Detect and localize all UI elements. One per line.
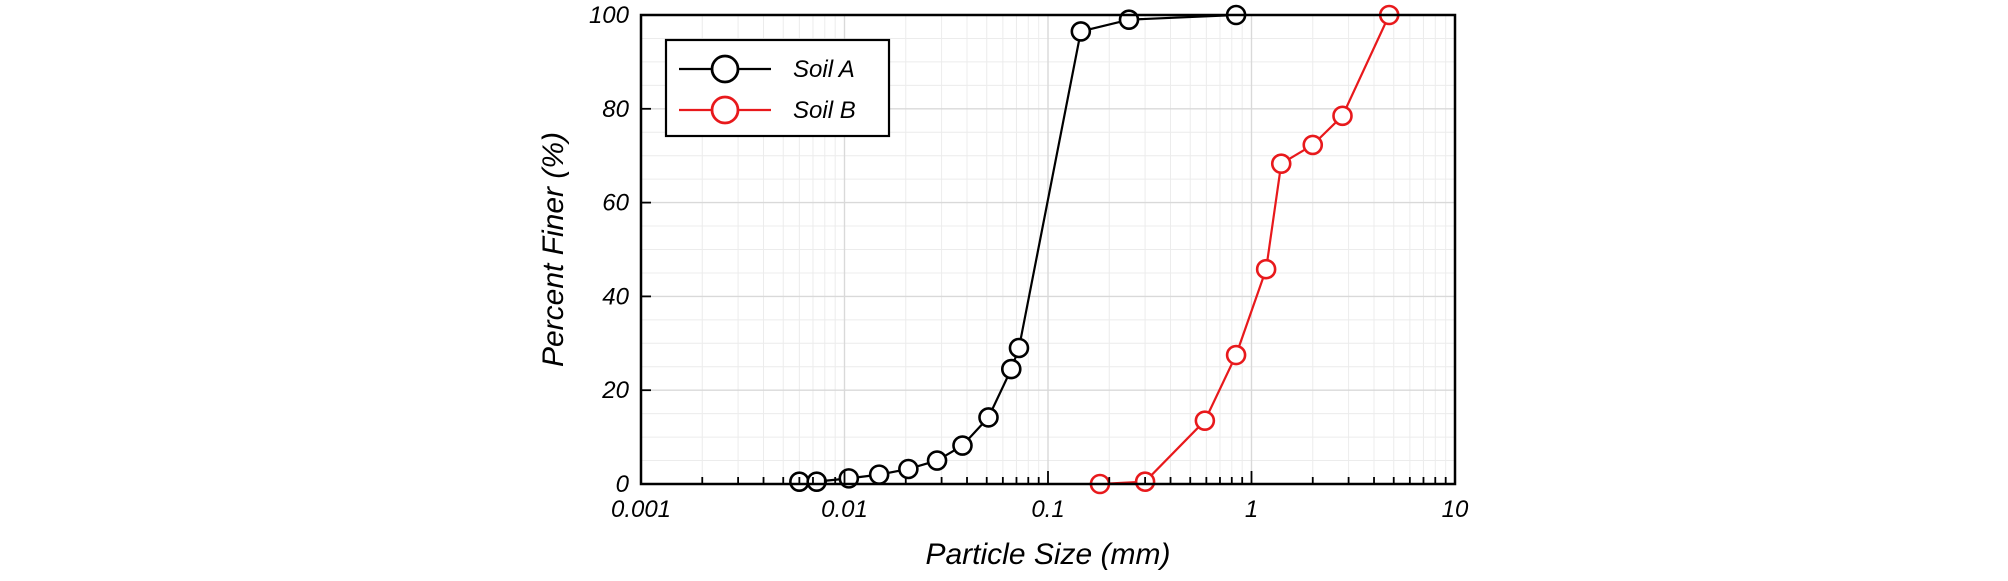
x-tick-label: 0.001 xyxy=(611,496,671,523)
data-point-soil-a xyxy=(1118,9,1140,30)
series-soil-a xyxy=(789,4,1247,492)
data-point-soil-b xyxy=(1194,410,1216,431)
y-tick-label: 0 xyxy=(616,471,630,498)
x-tick-label: 0.1 xyxy=(1031,496,1064,523)
legend: Soil A Soil B xyxy=(664,38,891,138)
y-tick-label: 100 xyxy=(589,2,630,29)
y-axis-title: Percent Finer (%) xyxy=(537,132,570,367)
y-tick-label: 60 xyxy=(602,190,629,217)
data-point-soil-b xyxy=(1302,134,1324,156)
data-point-soil-a xyxy=(1008,337,1030,359)
data-point-soil-a xyxy=(1070,21,1092,42)
legend-label-soil-a: Soil A xyxy=(793,56,855,83)
data-point-soil-a xyxy=(898,458,919,480)
x-tick-label: 1 xyxy=(1245,496,1258,523)
legend-marker-soil-b xyxy=(710,95,740,125)
legend-marker-soil-a xyxy=(710,54,740,84)
data-point-soil-a xyxy=(1000,358,1022,380)
data-point-soil-a xyxy=(868,464,890,485)
legend-box xyxy=(664,38,891,138)
x-axis-title: Particle Size (mm) xyxy=(925,538,1170,571)
y-tick-label: 40 xyxy=(602,283,629,310)
data-point-soil-a xyxy=(806,471,827,492)
data-point-soil-a xyxy=(978,407,999,428)
data-point-soil-b xyxy=(1332,105,1353,127)
data-point-soil-b xyxy=(1255,258,1277,280)
data-point-soil-a xyxy=(952,435,973,456)
x-tick-label: 0.01 xyxy=(821,496,868,523)
x-tick-label: 10 xyxy=(1442,496,1469,523)
y-tick-label: 20 xyxy=(601,377,629,404)
data-point-soil-b xyxy=(1225,344,1247,366)
ticks xyxy=(640,14,1456,485)
data-point-soil-b xyxy=(1270,153,1292,174)
data-point-soil-a xyxy=(926,450,948,471)
y-tick-label: 80 xyxy=(602,96,629,123)
legend-label-soil-b: Soil B xyxy=(793,97,856,124)
